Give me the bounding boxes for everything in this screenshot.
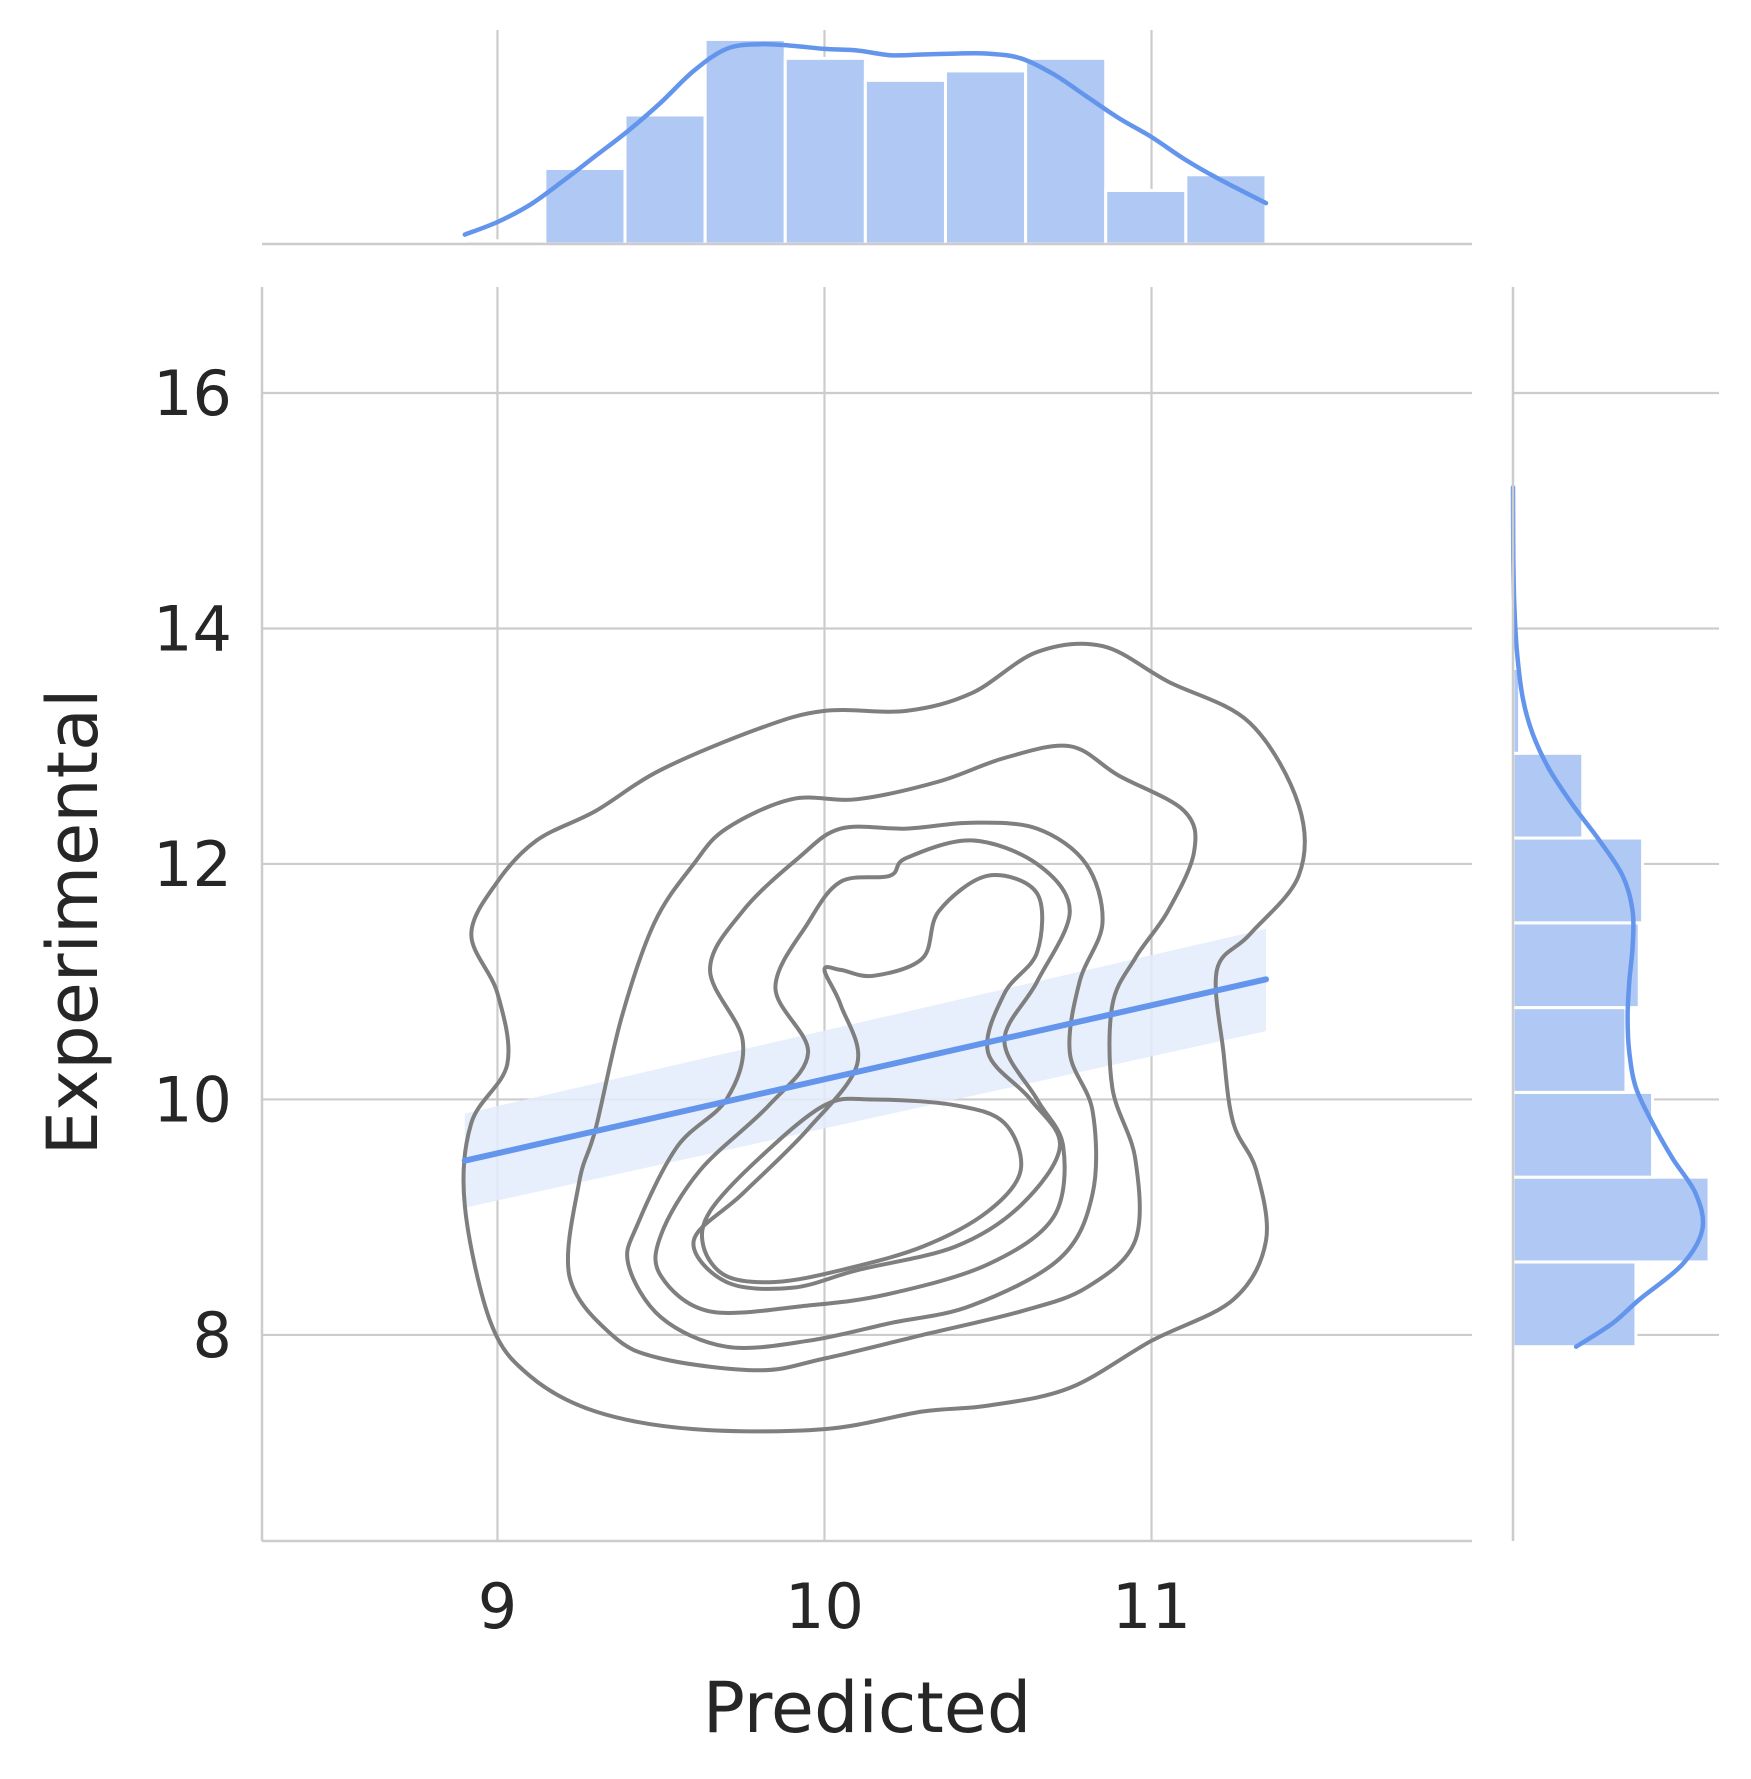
regression-line-group — [461, 976, 1269, 1164]
kde-contour-0 — [461, 641, 1307, 1434]
x-tick-label-2: 11 — [1112, 1570, 1191, 1643]
right-hist-bar-0 — [1511, 1260, 1638, 1349]
top-hist-bar-3 — [703, 37, 787, 246]
x-tick-label-1: 10 — [785, 1570, 864, 1643]
kde-contour-2 — [625, 820, 1105, 1350]
right-hist-bar-4 — [1511, 921, 1641, 1010]
kde-contour-4 — [691, 873, 1062, 1291]
top-hist-bar-8 — [1104, 189, 1188, 246]
y-tick-label-1: 10 — [153, 1063, 232, 1136]
x-tick-labels: 9 10 11 — [478, 1570, 1191, 1643]
y-tick-label-0: 8 — [193, 1299, 232, 1372]
top-hist-bar-4 — [783, 56, 867, 246]
top-hist-bar-5 — [863, 78, 947, 246]
x-axis-title: Predicted — [703, 1667, 1032, 1749]
joint-gridlines — [262, 287, 1472, 1541]
top-hist-bar-7 — [1024, 56, 1108, 246]
right-marginal-histogram — [1511, 666, 1711, 1349]
kde-contours — [461, 641, 1307, 1434]
y-tick-label-4: 16 — [153, 357, 232, 430]
top-marginal-kde — [462, 41, 1269, 237]
right-hist-bar-2 — [1511, 1090, 1655, 1179]
kde-contour-3 — [653, 838, 1072, 1315]
marginal-kde-curves — [462, 41, 1706, 1349]
regression-line — [461, 976, 1269, 1164]
kde-contour-1 — [565, 743, 1198, 1373]
right-hist-bar-5 — [1511, 836, 1645, 925]
kde-contour-5 — [699, 1096, 1024, 1285]
top-hist-bar-2 — [623, 113, 707, 246]
y-tick-label-2: 12 — [153, 828, 232, 901]
y-tick-label-3: 14 — [153, 592, 232, 665]
right-marginal-kde — [1510, 484, 1706, 1349]
top-hist-bar-1 — [543, 166, 627, 246]
y-tick-labels: 8 10 12 14 16 — [153, 357, 232, 1372]
y-axis-title: Experimental — [32, 689, 114, 1156]
right-hist-bar-1 — [1511, 1175, 1711, 1264]
x-tick-label-0: 9 — [478, 1570, 517, 1643]
right-hist-bar-3 — [1511, 1006, 1628, 1094]
top-marginal-histogram — [463, 37, 1268, 246]
top-hist-bar-6 — [943, 69, 1028, 246]
